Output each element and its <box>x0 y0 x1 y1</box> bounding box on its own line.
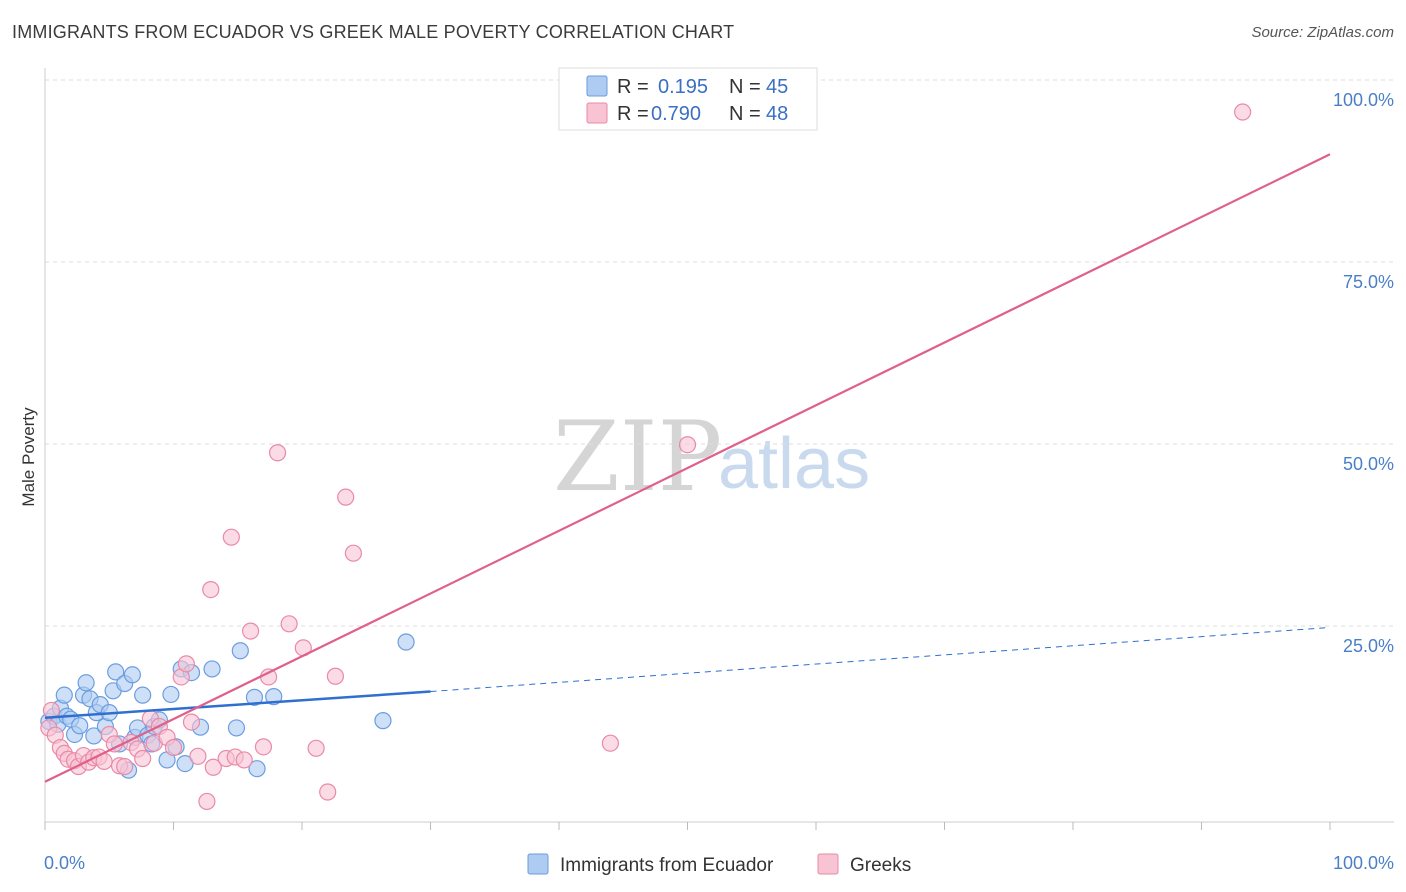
ecuador-point-37 <box>203 660 221 678</box>
ecuador-point-43 <box>374 712 392 730</box>
ecuador-point-22 <box>123 666 141 684</box>
x-tick-label-max: 100.0% <box>1333 853 1394 873</box>
greeks-point-30 <box>202 580 220 599</box>
greeks-point-43 <box>319 783 337 801</box>
ecuador-point-39 <box>231 642 249 660</box>
greeks-point-36 <box>242 622 260 640</box>
chart-title: IMMIGRANTS FROM ECUADOR VS GREEK MALE PO… <box>12 22 735 42</box>
greeks-point-35 <box>235 751 253 769</box>
greeks-point-39 <box>268 444 287 462</box>
bottom-legend: Immigrants from Ecuador Greeks <box>527 853 911 876</box>
ecuador-point-4 <box>55 686 73 704</box>
ecuador-point-42 <box>265 688 283 706</box>
greeks-point-47 <box>601 734 620 752</box>
trend-layer <box>44 153 1331 783</box>
bottom-legend-swatch-greeks <box>817 853 839 875</box>
greeks-point-29 <box>198 792 216 811</box>
source-credit: Source: ZipAtlas.com <box>1251 24 1394 41</box>
axis-layer: 25.0% 50.0% 75.0% 100.0% <box>44 68 1394 830</box>
greeks-point-44 <box>326 667 345 685</box>
ecuador-point-40 <box>245 688 264 706</box>
legend-n-value-greeks: 48 <box>766 103 788 125</box>
greeks-point-45 <box>337 488 355 506</box>
greeks-point-38 <box>259 668 278 686</box>
bottom-legend-label-ecuador: Immigrants from Ecuador <box>560 855 774 876</box>
ecuador-point-10 <box>77 674 95 692</box>
y-tick-label-100: 100.0% <box>1333 90 1394 110</box>
ecuador-point-38 <box>227 719 246 737</box>
greeks-point-49 <box>1234 103 1252 121</box>
greeks-point-19 <box>134 749 152 768</box>
ecuador-point-41 <box>248 760 266 778</box>
ecuador-point-25 <box>134 686 152 704</box>
legend-swatch-ecuador <box>586 75 608 97</box>
legend-n-label-greeks: N = <box>729 103 761 125</box>
y-tick-label-50: 50.0% <box>1343 454 1394 474</box>
greeks-point-48 <box>678 436 697 454</box>
greeks-point-40 <box>280 615 298 633</box>
legend-n-label-ecuador: N = <box>729 76 761 98</box>
y-axis-label: Male Poverty <box>19 407 38 507</box>
bottom-legend-label-greeks: Greeks <box>850 855 911 876</box>
ecuador-point-31 <box>162 685 180 704</box>
watermark-atlas: atlas <box>718 424 870 504</box>
greeks-point-16 <box>116 757 134 776</box>
ecuador-point-34 <box>176 754 194 773</box>
x-tick-label-min: 0.0% <box>44 853 85 873</box>
grid-layer <box>45 79 1394 627</box>
ecuador-trend-line <box>44 690 431 719</box>
greeks-point-24 <box>164 738 183 757</box>
legend-r-label-greeks: R = <box>617 103 649 125</box>
watermark-zip: ZIP <box>553 401 722 513</box>
greeks-point-33 <box>222 528 240 546</box>
greeks-point-37 <box>254 738 273 756</box>
legend: R = 0.195 N = 45 R = 0.790 N = 48 <box>558 67 818 131</box>
legend-r-label-ecuador: R = <box>617 76 649 98</box>
greeks-point-26 <box>177 655 195 673</box>
y-tick-label-25: 25.0% <box>1343 636 1394 656</box>
legend-r-value-ecuador: 0.195 <box>658 76 708 98</box>
greeks-point-42 <box>307 739 325 757</box>
legend-n-value-ecuador: 45 <box>766 76 788 98</box>
legend-r-value-greeks: 0.790 <box>651 103 701 125</box>
greeks-point-46 <box>344 544 362 562</box>
greeks-point-31 <box>204 758 222 776</box>
greeks-trend-line <box>44 153 1331 783</box>
ecuador-point-8 <box>71 717 89 735</box>
ecuador-point-18 <box>107 663 125 681</box>
ecuador-point-44 <box>397 633 415 651</box>
greeks-point-28 <box>189 747 207 765</box>
legend-swatch-greeks <box>586 102 608 124</box>
y-tick-label-75: 75.0% <box>1343 272 1394 292</box>
points-layer <box>40 103 1252 811</box>
bottom-legend-swatch-ecuador <box>527 853 549 875</box>
greeks-point-27 <box>182 713 201 731</box>
ecuador-trend-extension <box>430 626 1331 693</box>
